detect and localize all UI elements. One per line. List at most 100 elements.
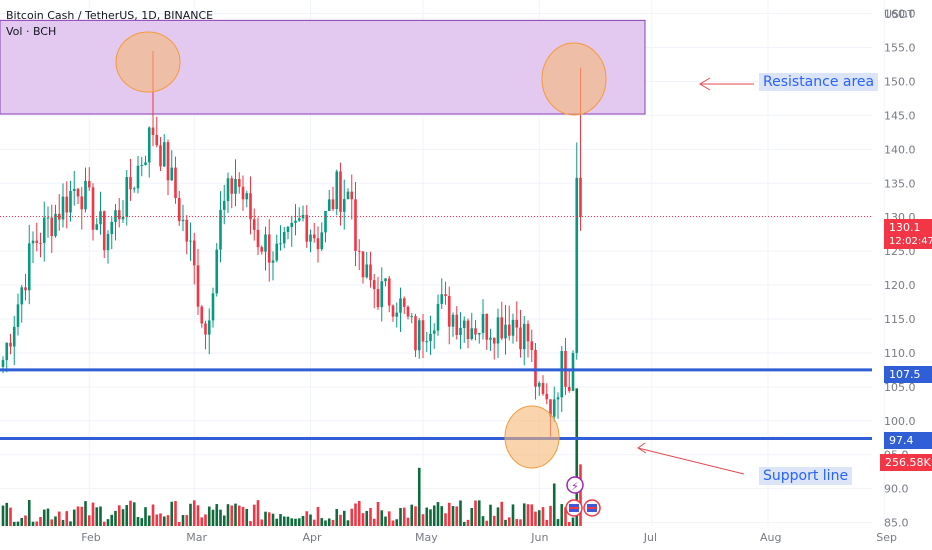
candle-body — [20, 287, 24, 305]
volume-bar — [421, 514, 425, 526]
candle-body — [455, 314, 459, 335]
candle-body — [1, 360, 5, 367]
volume-bar — [504, 519, 507, 526]
candle-body — [267, 234, 271, 263]
volume-bar — [545, 519, 549, 526]
candle-body — [357, 250, 361, 252]
volume-bar — [211, 509, 215, 526]
volume-bar — [534, 511, 537, 526]
volume-bar — [354, 503, 357, 526]
volume-bar — [147, 515, 151, 526]
volume-bar — [357, 501, 361, 526]
candle-body — [391, 305, 395, 317]
candle-body — [316, 238, 320, 250]
volume-bar — [575, 388, 579, 526]
volume-bar — [402, 507, 406, 526]
volume-bar — [9, 507, 12, 526]
candle-body — [166, 142, 170, 181]
volume-bar — [12, 521, 16, 526]
candle-body — [406, 306, 410, 317]
candle-body — [429, 333, 432, 342]
x-tick-label: Apr — [303, 531, 323, 544]
candle-body — [575, 177, 579, 353]
volume-bar — [489, 504, 492, 526]
volume-bar — [72, 509, 76, 526]
volume-bar — [474, 500, 477, 526]
candle-body — [361, 251, 365, 278]
candle-body — [305, 214, 309, 242]
x-tick-label: Sep — [876, 531, 897, 544]
candle-body — [31, 240, 35, 244]
volume-bar — [84, 501, 87, 526]
candle-body — [170, 167, 174, 181]
resistance-zone — [0, 19, 646, 115]
volume-bar — [327, 518, 331, 526]
volume-bar — [24, 515, 27, 526]
candle-body — [350, 191, 354, 200]
candle-body — [342, 199, 346, 212]
volume-bar — [455, 506, 459, 526]
volume-bar — [372, 518, 376, 526]
volume-bar — [384, 516, 387, 526]
volume-bar — [35, 521, 39, 526]
candle-body — [219, 209, 222, 250]
arrow-line — [637, 447, 745, 475]
volume-bar — [271, 513, 275, 526]
volume-bar — [335, 509, 339, 526]
volume-bar — [50, 519, 54, 526]
candle-body — [237, 178, 241, 187]
resistance-rect — [0, 19, 646, 115]
volume-bar — [282, 516, 286, 526]
candle-body — [230, 178, 234, 194]
volume-bar — [204, 514, 207, 526]
volume-bar — [219, 509, 222, 526]
candle-body — [72, 188, 76, 191]
volume-bar — [110, 514, 114, 526]
volume-bar — [102, 521, 106, 526]
arrow-head — [699, 77, 711, 91]
volume-bar — [215, 504, 219, 526]
candle-body — [436, 303, 440, 331]
x-tick-label: Jul — [643, 531, 657, 544]
candle-body — [147, 127, 151, 163]
volume-bar — [519, 519, 522, 526]
volume-label: Vol · BCH — [6, 25, 57, 38]
candle-body — [556, 397, 560, 400]
x-tick-label: Aug — [760, 531, 781, 544]
x-tick-label: Mar — [186, 531, 207, 544]
y-tick-label: 160.0 — [884, 8, 916, 21]
volume-bar — [200, 517, 204, 526]
candle-body — [215, 249, 219, 294]
volume-bar — [312, 519, 316, 526]
candle-body — [39, 242, 42, 244]
candle-body — [9, 342, 12, 347]
volume-bar — [290, 518, 294, 526]
candle-body — [507, 324, 511, 336]
candle-body — [571, 352, 575, 391]
support-levels — [0, 216, 872, 440]
candle-body — [354, 199, 357, 251]
candle-body — [320, 232, 324, 250]
candle-body — [204, 323, 207, 335]
candle-body — [200, 306, 204, 324]
volume-bar — [444, 513, 447, 526]
candle-body — [447, 295, 451, 327]
volume-bar — [361, 513, 365, 526]
candle-body — [440, 294, 444, 304]
volume-bar — [496, 507, 500, 526]
candle-body — [459, 327, 462, 335]
volume-bar — [170, 501, 174, 526]
volume-bar — [530, 504, 534, 526]
y-tick-label: 110.0 — [884, 347, 916, 360]
candle-body — [114, 210, 117, 222]
volume-bar — [275, 518, 279, 526]
volume-bar — [507, 517, 511, 526]
candle-body — [567, 386, 571, 391]
candle-body — [560, 350, 564, 398]
volume-bar — [500, 501, 504, 526]
candle-body — [192, 240, 196, 266]
volume-bar — [447, 502, 451, 526]
candle-body — [286, 226, 290, 233]
volume-value-tag: 256.58K — [880, 454, 932, 471]
